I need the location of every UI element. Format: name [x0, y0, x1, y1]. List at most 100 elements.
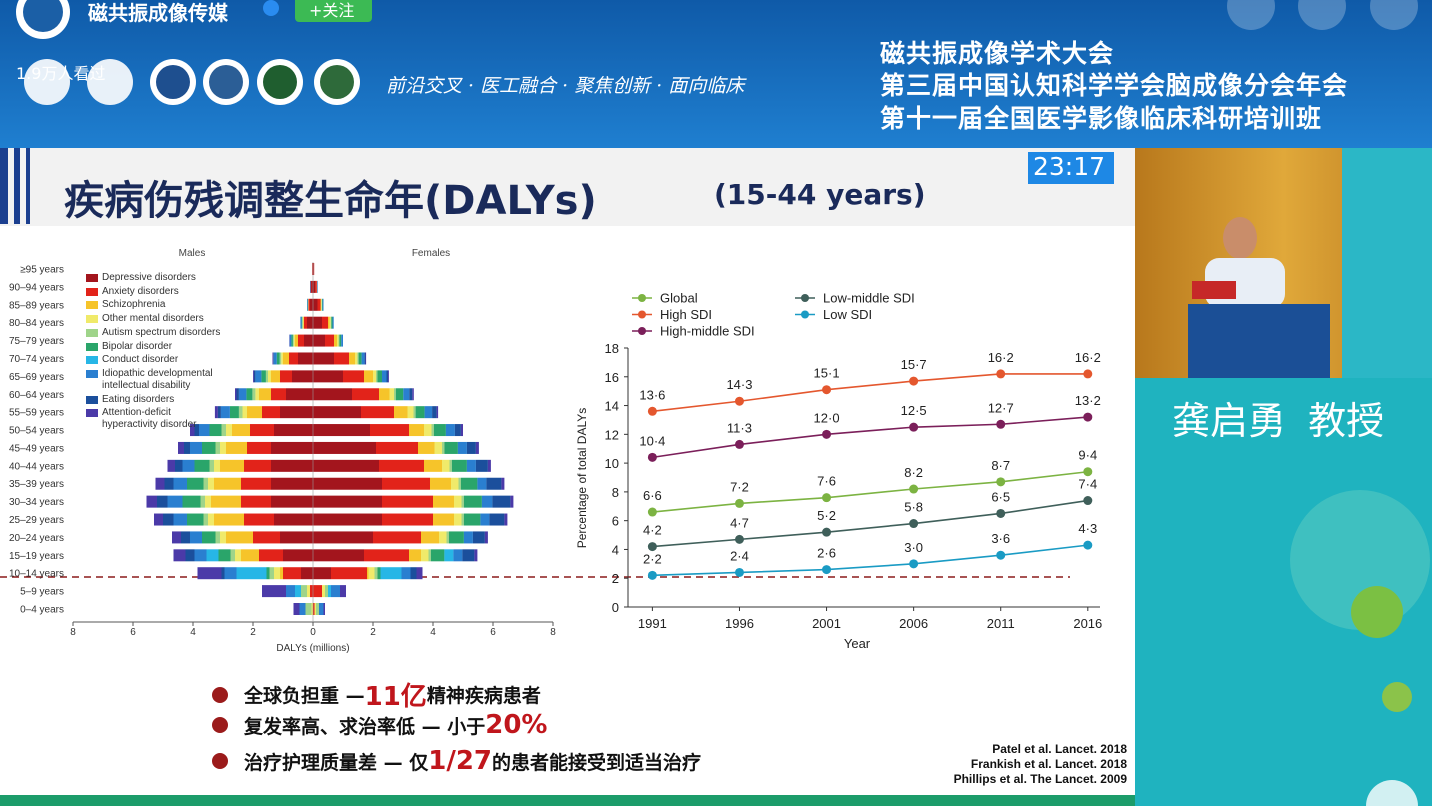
age-label: 75–79 years [9, 336, 64, 347]
value-label: 2·6 [817, 546, 836, 561]
x-tick-label: 6 [490, 627, 496, 638]
x-tick-label: 2 [370, 627, 376, 638]
male-segment [205, 495, 211, 508]
timer: 23:17 [1033, 152, 1106, 181]
male-segment [167, 495, 183, 508]
y-tick-label: 12 [605, 427, 619, 442]
male-segment [293, 334, 295, 347]
female-segment [313, 513, 382, 526]
legend-marker [801, 310, 809, 319]
more-button[interactable] [1370, 0, 1418, 30]
legend-label: High-middle SDI [660, 324, 755, 339]
female-segment [322, 585, 325, 598]
male-segment [214, 477, 241, 490]
female-segment [313, 424, 370, 437]
value-label: 6·6 [643, 488, 662, 503]
channel-name[interactable]: 磁共振成像传媒 [88, 1, 228, 25]
male-segment [197, 567, 222, 580]
male-segment [280, 406, 313, 419]
female-segment [486, 477, 502, 490]
point [1083, 412, 1093, 422]
bullet: 复发率高、求治率低 — 小于 20% [212, 710, 547, 740]
male-segment [157, 495, 168, 508]
age-label: 0–4 years [20, 605, 64, 616]
female-segment [413, 406, 416, 419]
y-tick-label: 0 [612, 600, 619, 615]
male-segment [164, 477, 174, 490]
male-segment [220, 441, 226, 454]
female-segment [349, 352, 355, 365]
female-segment [361, 352, 365, 365]
female-segment [463, 495, 482, 508]
female-segment [477, 477, 487, 490]
slide-title: 疾病伤残调整生命年(DALYs) [64, 178, 597, 224]
legend-entry: Depressive disorders [86, 272, 222, 284]
share-button[interactable] [1227, 0, 1275, 30]
follow-button[interactable] [295, 0, 372, 22]
male-segment [274, 513, 313, 526]
female-segment [466, 441, 476, 454]
female-segment [453, 549, 463, 562]
follow-label[interactable]: +关注 [309, 1, 355, 20]
podium [1188, 304, 1330, 378]
male-segment [274, 567, 280, 580]
female-segment [480, 513, 490, 526]
male-segment [214, 513, 244, 526]
male-segment [242, 406, 247, 419]
female-segment [451, 477, 459, 490]
male-segment [154, 513, 163, 526]
male-segment [241, 549, 259, 562]
point [822, 493, 832, 503]
female-segment [382, 370, 387, 383]
male-segment [253, 370, 254, 383]
age-label: 65–69 years [9, 372, 64, 383]
value-label: 5·8 [904, 500, 923, 515]
female-segment [330, 316, 332, 329]
bullet-text: 精神疾病患者 [426, 685, 541, 707]
female-segment [458, 477, 461, 490]
legend-label: Other mental disorders [102, 313, 204, 325]
bullet-text: 治疗护理质量差 — 仅 [244, 751, 429, 774]
female-segment [313, 370, 343, 383]
female-segment [313, 495, 382, 508]
male-segment [167, 459, 175, 472]
slide [0, 148, 1135, 796]
female-segment [484, 531, 488, 544]
female-segment [377, 567, 381, 580]
female-segment [317, 298, 321, 311]
volume-button[interactable] [1298, 0, 1346, 30]
male-segment [202, 441, 216, 454]
point [1083, 496, 1093, 506]
female-segment [418, 441, 435, 454]
male-segment [226, 531, 253, 544]
female-segment [313, 334, 325, 347]
male-segment [247, 441, 271, 454]
reference: Phillips et al. The Lancet. 2009 [953, 772, 1127, 786]
male-segment [244, 459, 271, 472]
like-button[interactable] [1366, 780, 1418, 806]
female-segment [361, 406, 394, 419]
male-segment [305, 603, 312, 615]
male-segment [220, 459, 244, 472]
top-icons [1227, 0, 1418, 30]
male-segment [289, 334, 292, 347]
series-line [652, 416, 1088, 459]
female-segment [341, 334, 343, 347]
male-segment [283, 567, 301, 580]
age-label: 55–59 years [9, 408, 64, 419]
male-segment [187, 477, 204, 490]
female-segment [319, 603, 324, 615]
legend-swatch [86, 301, 98, 310]
female-segment [332, 316, 334, 329]
org-logos [24, 59, 360, 105]
legend-entry: Conduct disorder [86, 354, 222, 366]
male-segment [253, 531, 280, 544]
female-segment [481, 495, 493, 508]
female-segment [364, 352, 366, 365]
point [996, 508, 1006, 518]
male-segment [292, 370, 313, 383]
female-segment [339, 334, 342, 347]
female-segment [331, 567, 367, 580]
age-label: 90–94 years [9, 282, 64, 293]
legend-label: Attention-deficit hyperactivity disorder [102, 407, 197, 431]
